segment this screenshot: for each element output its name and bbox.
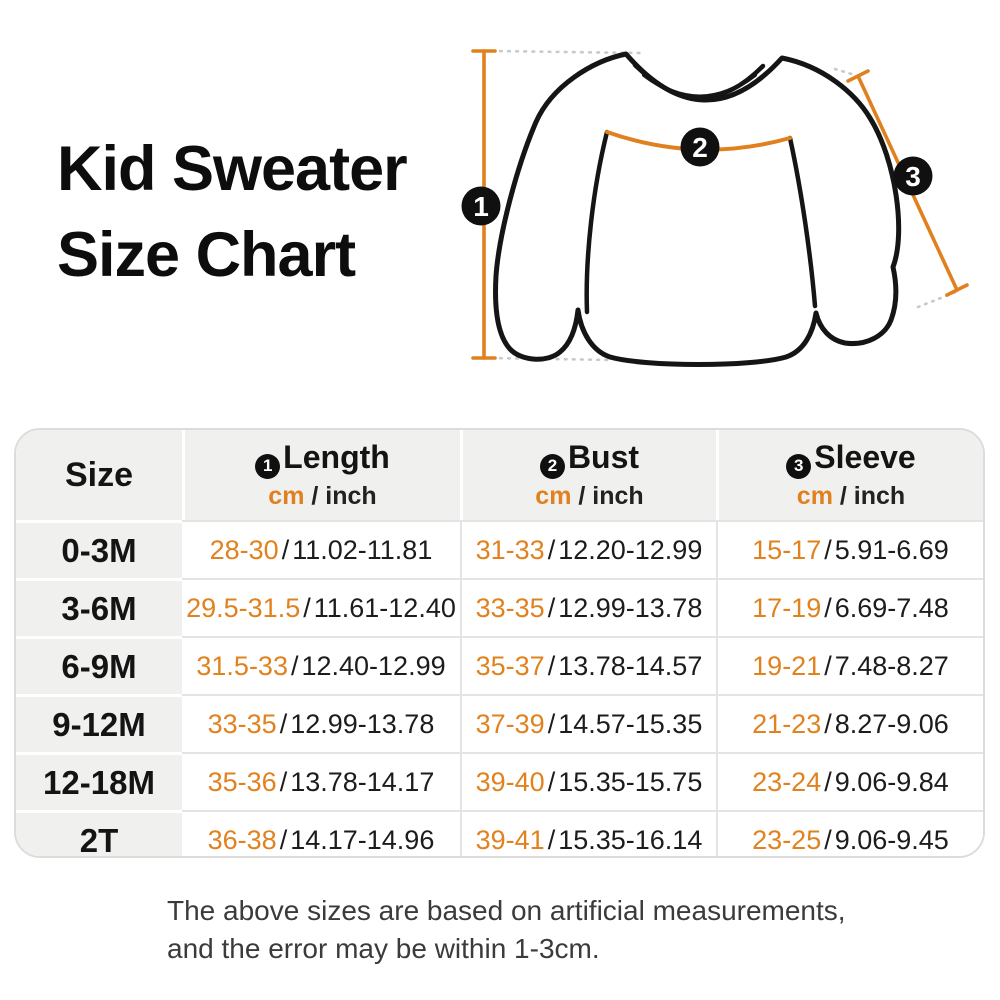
collar-trim-inner bbox=[642, 73, 757, 99]
page-title-line2: Size Chart bbox=[57, 220, 356, 290]
size-column-header: Size bbox=[16, 430, 182, 520]
length-value: 36-38/14.17-14.96 bbox=[182, 810, 460, 856]
table-row: 6-9M 31.5-33/12.40-12.99 35-37/13.78-14.… bbox=[16, 636, 983, 694]
sleeve-value: 15-17/5.91-6.69 bbox=[716, 520, 983, 578]
length-value: 28-30/11.02-11.81 bbox=[182, 520, 460, 578]
svg-text:2: 2 bbox=[692, 132, 708, 163]
sleeve-value: 23-24/9.06-9.84 bbox=[716, 752, 983, 810]
bust-value: 31-33/12.20-12.99 bbox=[460, 520, 716, 578]
table-row: 12-18M 35-36/13.78-14.17 39-40/15.35-15.… bbox=[16, 752, 983, 810]
bust-value: 39-41/15.35-16.14 bbox=[460, 810, 716, 856]
dotted-guide-sleeve-bottom bbox=[916, 290, 958, 309]
table-row: 3-6M 29.5-31.5/11.61-12.40 33-35/12.99-1… bbox=[16, 578, 983, 636]
length-value: 31.5-33/12.40-12.99 bbox=[182, 636, 460, 694]
length-number-badge: 1 bbox=[255, 453, 281, 479]
svg-text:3: 3 bbox=[905, 161, 921, 192]
bust-units: cm / inch bbox=[535, 481, 644, 510]
table-row: 0-3M 28-30/11.02-11.81 31-33/12.20-12.99… bbox=[16, 520, 983, 578]
header-row: Size 1 Length cm / inch 2 Bust cm / inch 3… bbox=[16, 430, 983, 520]
sleeve-label: Sleeve bbox=[814, 439, 916, 476]
length-label: Length bbox=[283, 439, 390, 476]
sleeve-units: cm / inch bbox=[796, 481, 906, 510]
size-label: 3-6M bbox=[16, 578, 182, 636]
sleeve-value: 21-23/8.27-9.06 bbox=[716, 694, 983, 752]
length-value: 35-36/13.78-14.17 bbox=[182, 752, 460, 810]
page-title-line1: Kid Sweater bbox=[57, 134, 408, 204]
size-label: 2T bbox=[16, 810, 182, 856]
sweater-measurement-diagram: 1 2 3 bbox=[461, 49, 969, 367]
dotted-guide-top bbox=[490, 49, 644, 55]
sleeve-value: 19-21/7.48-8.27 bbox=[716, 636, 983, 694]
bust-column-header: 2 Bust cm / inch bbox=[460, 430, 716, 520]
sweater-outline bbox=[493, 51, 902, 367]
sleeve-value: 17-19/6.69-7.48 bbox=[716, 578, 983, 636]
length-column-header: 1 Length cm / inch bbox=[182, 430, 460, 520]
bust-label: Bust bbox=[567, 439, 640, 476]
sleeve-number-badge: 3 bbox=[786, 453, 812, 479]
disclaimer-line2: and the error may be within 1-3cm. bbox=[167, 933, 600, 964]
measurement-disclaimer: The above sizes are based on artificial … bbox=[167, 892, 846, 968]
dotted-guide-sleeve-top bbox=[833, 67, 857, 77]
svg-text:1: 1 bbox=[473, 191, 489, 222]
size-label: 0-3M bbox=[16, 520, 182, 578]
length-badge: 1 bbox=[461, 186, 501, 226]
sleeve-value: 23-25/9.06-9.45 bbox=[716, 810, 983, 856]
bust-value: 35-37/13.78-14.57 bbox=[460, 636, 716, 694]
size-label: 12-18M bbox=[16, 752, 182, 810]
page-title: Kid Sweater Size Chart bbox=[57, 126, 408, 298]
right-seam bbox=[787, 135, 818, 309]
left-seam bbox=[584, 129, 610, 315]
bust-value: 33-35/12.99-13.78 bbox=[460, 578, 716, 636]
length-units: cm / inch bbox=[268, 481, 377, 510]
bust-value: 37-39/14.57-15.35 bbox=[460, 694, 716, 752]
bust-number-badge: 2 bbox=[539, 453, 565, 479]
length-value: 33-35/12.99-13.78 bbox=[182, 694, 460, 752]
bust-badge: 2 bbox=[680, 127, 720, 167]
sleeve-badge: 3 bbox=[893, 156, 933, 196]
table-row: 2T 36-38/14.17-14.96 39-41/15.35-16.14 2… bbox=[16, 810, 983, 856]
size-table: Size 1 Length cm / inch 2 Bust cm / inch 3… bbox=[16, 430, 983, 856]
table-row: 9-12M 33-35/12.99-13.78 37-39/14.57-15.3… bbox=[16, 694, 983, 752]
disclaimer-line1: The above sizes are based on artificial … bbox=[167, 895, 846, 926]
sleeve-column-header: 3 Sleeve cm / inch bbox=[716, 430, 983, 520]
bust-value: 39-40/15.35-15.75 bbox=[460, 752, 716, 810]
size-label: 6-9M bbox=[16, 636, 182, 694]
size-table-container: Size 1 Length cm / inch 2 Bust cm / inch 3… bbox=[14, 428, 985, 858]
length-value: 29.5-31.5/11.61-12.40 bbox=[182, 578, 460, 636]
size-label: 9-12M bbox=[16, 694, 182, 752]
